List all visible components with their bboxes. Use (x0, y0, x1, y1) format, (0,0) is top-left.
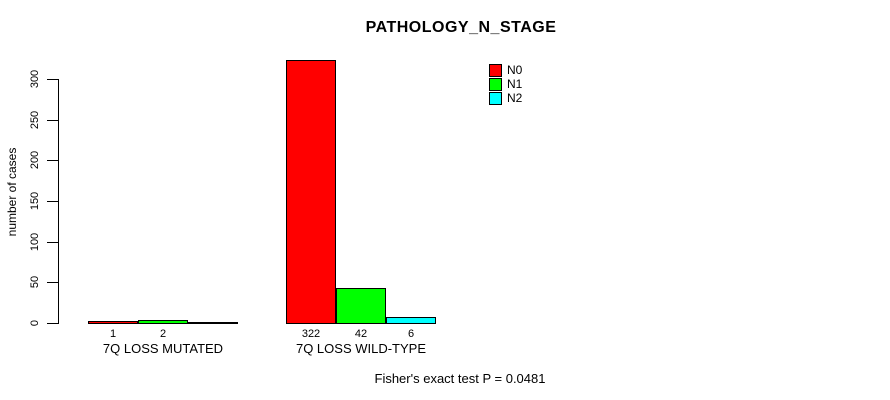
y-axis-tick-label: 0 (29, 319, 41, 327)
bar-n2-2 (386, 317, 436, 324)
bar-n0-2 (286, 60, 336, 324)
legend-label: N0 (507, 63, 523, 77)
legend-swatch-n0 (489, 64, 502, 77)
bar-value-label: 2 (159, 328, 167, 340)
x-group-label: 7Q LOSS WILD-TYPE (295, 341, 427, 356)
y-axis-tick (47, 282, 58, 284)
legend-label: N2 (507, 91, 523, 105)
bar-value-label: 322 (301, 328, 321, 340)
y-axis-tick-label: 150 (29, 191, 41, 211)
y-axis-tick-label: 100 (29, 232, 41, 251)
bar-value-label: 42 (354, 328, 368, 340)
bar-n2-1 (188, 322, 238, 324)
legend-label: N1 (507, 77, 523, 91)
footnote-text: Fisher's exact test P = 0.0481 (374, 371, 546, 386)
bar-n0-1 (88, 321, 138, 324)
y-axis-tick-label: 300 (29, 69, 41, 89)
y-axis-tick-label: 50 (29, 276, 41, 289)
y-axis-tick-label: 250 (29, 110, 41, 129)
bar-n1-1 (138, 320, 188, 324)
x-group-label: 7Q LOSS MUTATED (102, 341, 224, 356)
y-axis-line (58, 79, 59, 324)
bar-n1-2 (336, 287, 386, 324)
bar-value-label: 1 (109, 328, 117, 340)
legend-swatch-n1 (489, 78, 502, 91)
y-axis-tick (47, 323, 58, 324)
y-axis-tick (47, 79, 58, 80)
chart-title: PATHOLOGY_N_STAGE (365, 19, 557, 36)
legend-swatch-n2 (489, 92, 502, 105)
y-axis-tick (47, 119, 58, 121)
y-axis-tick (47, 201, 58, 202)
y-axis-tick (47, 160, 58, 162)
y-axis-tick (47, 241, 58, 243)
bar-value-label: 6 (407, 328, 415, 340)
y-axis-tick-label: 200 (29, 151, 41, 170)
